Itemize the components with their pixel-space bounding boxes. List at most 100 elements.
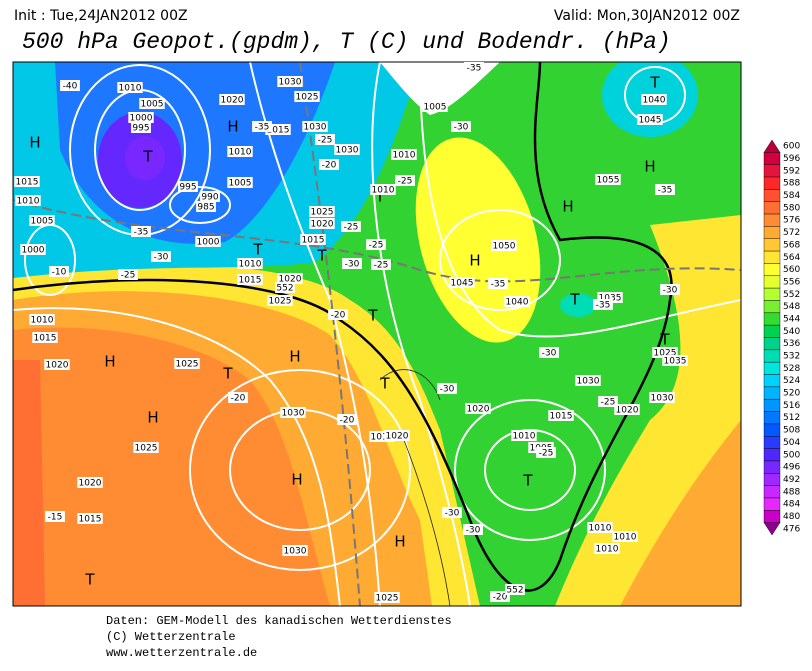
contour-label: 1025 (269, 297, 292, 307)
contour-label: 1005 (424, 103, 447, 113)
label-box (139, 98, 165, 109)
colorbar-label: 496 (783, 463, 800, 473)
label-box (237, 274, 263, 285)
label-box (490, 591, 510, 602)
label-box (587, 522, 613, 533)
colorbar-label: 588 (783, 179, 800, 189)
label-box (491, 240, 517, 251)
colorbar-label: 520 (783, 389, 800, 399)
hot-region (620, 420, 741, 606)
label-box (282, 545, 308, 556)
pressure-center: H (104, 353, 115, 371)
colorbar-label: 596 (783, 154, 800, 164)
label-box (384, 430, 410, 441)
label-box (44, 359, 70, 370)
colorbar-label: 572 (783, 228, 800, 238)
contour-label: 1010 (513, 432, 536, 442)
pressure-center: T (374, 188, 385, 206)
label-box (14, 176, 40, 187)
contour-label: 1045 (451, 279, 474, 289)
colorbar-segment (763, 485, 781, 499)
label-box (29, 314, 55, 325)
label-box (463, 524, 483, 535)
label-box (655, 184, 675, 195)
pressure-center: H (562, 198, 573, 216)
colorbar-segment (763, 510, 781, 523)
contour-label: 1010 (614, 533, 637, 543)
colorbar-segment (763, 361, 781, 375)
colorbar-segment (763, 497, 781, 511)
label-box (637, 114, 663, 125)
colorbar-segment (763, 473, 781, 486)
colorbar-segment (763, 213, 781, 227)
label-box (548, 410, 574, 421)
colorbar-label: 564 (783, 253, 800, 263)
label-box (328, 309, 348, 320)
contour-label: -25 (601, 398, 616, 408)
colorbar-segment (763, 263, 781, 276)
contour-label: 1005 (229, 179, 252, 189)
label-box (595, 174, 621, 185)
contour-label: 1015 (550, 412, 573, 422)
label-box (45, 511, 65, 522)
colorbar-label: 544 (783, 314, 800, 324)
colorbar-label: 536 (783, 339, 800, 349)
pressure-center: H (147, 409, 158, 427)
contour-label: 1000 (130, 114, 153, 124)
pressure-center: H (291, 471, 302, 489)
contour-label: -10 (52, 268, 67, 278)
label-box (391, 149, 417, 160)
label-box (309, 206, 335, 217)
pressure-center: T (569, 291, 580, 309)
colorbar-segment (763, 238, 781, 252)
contour-label: 1000 (197, 238, 220, 248)
contour-label: -30 (445, 509, 460, 519)
contour-label: -30 (440, 385, 455, 395)
colorbar-segment (763, 300, 781, 314)
colorbar-segment (763, 275, 781, 289)
contour-label: -30 (454, 123, 469, 133)
label-box (131, 226, 151, 237)
colorbar-label: 532 (783, 352, 800, 362)
colorbar-segment (763, 201, 781, 215)
colorbar-segment (763, 337, 781, 351)
contour-label: 1025 (654, 349, 677, 359)
label-box (275, 282, 295, 293)
label-box (118, 269, 138, 280)
contour-label: -35 (134, 228, 149, 238)
colorbar-segment (763, 522, 781, 536)
label-box (302, 121, 328, 132)
contour-label: 985 (197, 203, 214, 213)
pressure-center: H (289, 348, 300, 366)
colorbar-segment (763, 164, 781, 178)
label-box (300, 234, 326, 245)
label-box (200, 191, 220, 202)
hot-region (13, 360, 45, 606)
contour-label: -35 (658, 186, 673, 196)
label-box (49, 266, 69, 277)
colorbar-label: 512 (783, 413, 800, 423)
label-box (60, 80, 80, 91)
contour-label: -25 (398, 177, 413, 187)
label-box (374, 592, 400, 603)
hot-region (13, 327, 330, 606)
colorbar-label: 524 (783, 376, 800, 386)
label-box (370, 184, 396, 195)
contour-label: 1010 (239, 260, 262, 270)
coastline (379, 369, 451, 606)
label-box (32, 332, 58, 343)
contour-label: -20 (231, 394, 246, 404)
label-box (29, 215, 55, 226)
contour-label: 552 (276, 284, 293, 294)
label-box (597, 292, 623, 303)
contour-label: 1040 (506, 298, 529, 308)
label-box (77, 477, 103, 488)
contour-label: 1015 (302, 236, 325, 246)
label-box (228, 392, 248, 403)
colorbar-label: 488 (783, 487, 800, 497)
map-frame (12, 61, 742, 607)
colorbar-segment (763, 374, 781, 388)
label-box (652, 347, 678, 358)
contour-label: 1030 (304, 123, 327, 133)
